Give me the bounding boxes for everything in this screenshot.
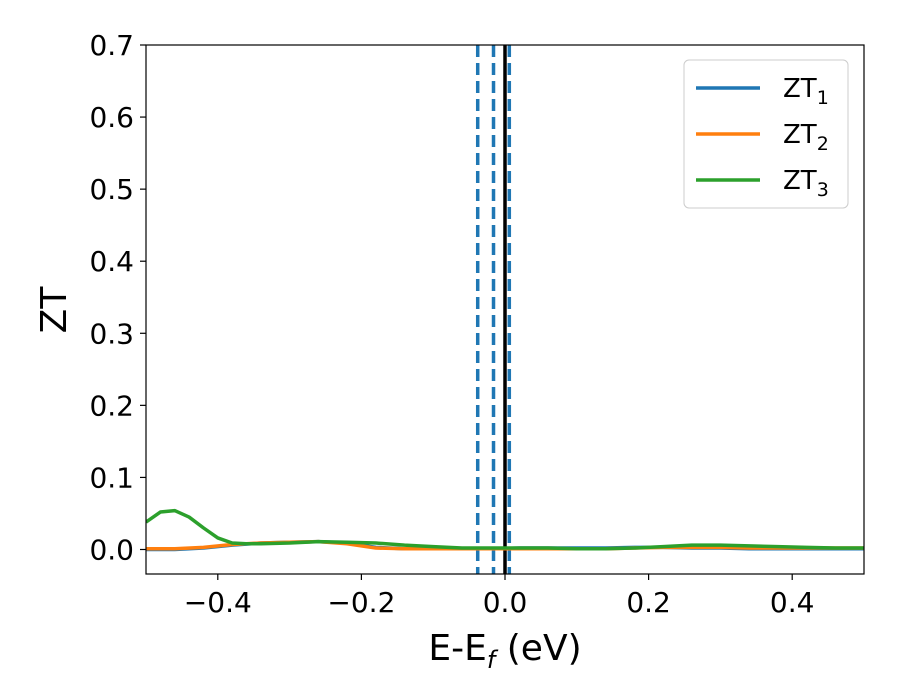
legend: ZT1 ZT2 ZT3 [683,59,849,209]
y-tick-label: 0.2 [89,389,134,422]
x-tick-label: 0.0 [483,586,528,619]
y-tick-label: 0.7 [89,29,134,62]
legend-label-zt1: ZT1 [783,74,829,109]
x-axis-title: E-Ef (eV) [428,628,581,674]
y-tick-label: 0.3 [89,317,134,350]
series-line-zt3 [146,508,864,551]
x-tick-label: −0.2 [327,586,395,619]
y-tick-label: 0.4 [89,245,134,278]
legend-label-zt3: ZT3 [783,166,829,201]
x-tick-label: 0.4 [770,586,815,619]
y-tick-label: 0.0 [89,533,134,566]
legend-label-zt2: ZT2 [783,120,829,155]
x-tick-label: −0.4 [184,586,252,619]
y-tick-label: 0.5 [89,173,134,206]
legend-box [683,59,849,209]
y-tick-label: 0.6 [89,101,134,134]
x-tick-label: 0.2 [626,586,671,619]
y-tick-label: 0.1 [89,461,134,494]
y-axis-title: ZT [34,286,75,334]
